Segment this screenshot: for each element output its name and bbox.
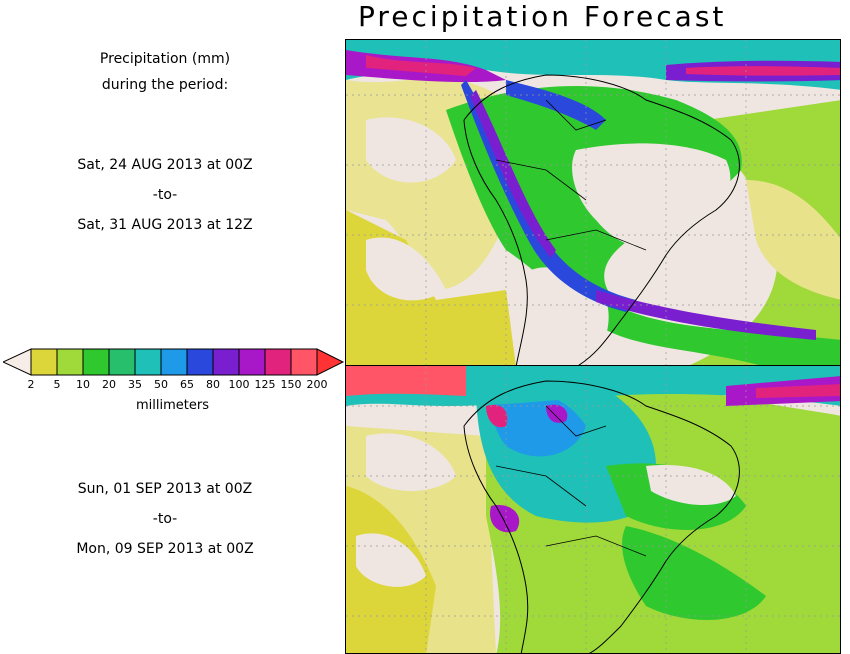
page-title: Precipitation Forecast <box>358 0 727 33</box>
period2-range: Sun, 01 SEP 2013 at 00Z -to- Mon, 09 SEP… <box>0 474 330 564</box>
color-bar-tick-label: 50 <box>154 378 168 391</box>
period1-end: Sat, 31 AUG 2013 at 12Z <box>77 217 253 233</box>
forecast-map-period-1 <box>345 39 841 366</box>
color-bar-tick-labels: 2 5 10 20 35 50 65 80 100 125 150 200 <box>0 378 345 394</box>
color-bar-tick-label: 20 <box>102 378 116 391</box>
color-bar-tick-label: 80 <box>206 378 220 391</box>
color-bar-cell <box>108 348 136 376</box>
period1-start: Sat, 24 AUG 2013 at 00Z <box>77 157 253 173</box>
period1-range: Sat, 24 AUG 2013 at 00Z -to- Sat, 31 AUG… <box>0 150 330 240</box>
period2-start: Sun, 01 SEP 2013 at 00Z <box>77 481 253 497</box>
color-bar-tick-label: 35 <box>128 378 142 391</box>
color-bar-tick-label: 150 <box>280 378 302 391</box>
legend-heading-line1: Precipitation (mm) <box>99 51 231 67</box>
color-bar <box>3 348 345 376</box>
color-bar-tick-label: 200 <box>306 378 328 391</box>
color-bar-cell <box>82 348 110 376</box>
forecast-map-period-2 <box>345 365 841 654</box>
color-bar-cell <box>212 348 240 376</box>
color-bar-cell <box>56 348 84 376</box>
precip-field-2 <box>346 366 840 653</box>
color-bar-cell <box>134 348 162 376</box>
color-bar-tick-label: 5 <box>53 378 61 391</box>
color-bar-tick-label: 125 <box>254 378 276 391</box>
period1-separator: -to- <box>152 187 178 203</box>
precip-field-1 <box>346 40 840 365</box>
period2-end: Mon, 09 SEP 2013 at 00Z <box>76 541 254 557</box>
color-bar-tick-label: 10 <box>76 378 90 391</box>
color-bar-cell <box>160 348 188 376</box>
color-bar-cell <box>264 348 292 376</box>
color-bar-units: millimeters <box>136 398 209 413</box>
period2-separator: -to- <box>152 511 178 527</box>
color-bar-tick-label: 100 <box>228 378 250 391</box>
color-bar-cell <box>30 348 58 376</box>
color-bar-over-arrow <box>316 348 345 376</box>
color-bar-under-arrow <box>3 348 32 376</box>
legend-heading-line2: during the period: <box>101 77 229 93</box>
color-bar-tick-label: 65 <box>180 378 194 391</box>
color-bar-cell <box>186 348 214 376</box>
color-bar-cell <box>290 348 318 376</box>
color-bar-cell <box>238 348 266 376</box>
legend-heading: Precipitation (mm) during the period: <box>0 46 330 98</box>
color-bar-tick-label: 2 <box>27 378 35 391</box>
